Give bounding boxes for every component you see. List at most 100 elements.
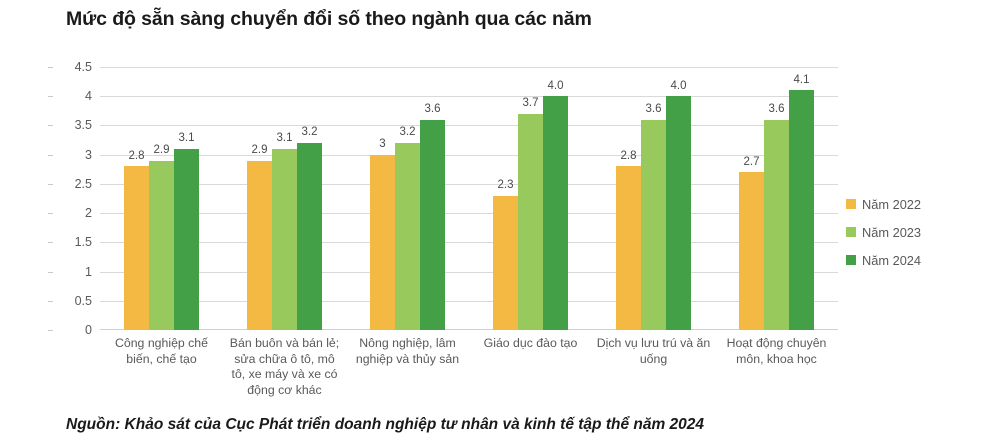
y-axis-tick-label: 3.5 xyxy=(74,118,92,133)
gridline xyxy=(100,154,838,156)
bar[interactable] xyxy=(370,154,395,330)
y-axis-tick-label: 1.5 xyxy=(74,235,92,250)
legend-swatch-icon xyxy=(846,199,856,209)
bar-slot: 3.6 xyxy=(641,67,666,330)
bar[interactable] xyxy=(789,90,814,330)
y-axis-tickmark xyxy=(48,213,53,215)
y-axis-tick-label: 3 xyxy=(85,147,92,162)
bar-slot: 2.7 xyxy=(739,67,764,330)
gridline xyxy=(100,125,838,127)
bar-value-label: 2.7 xyxy=(743,155,760,168)
bar-value-label: 4.0 xyxy=(670,79,687,92)
legend-label: Năm 2023 xyxy=(862,224,922,240)
bar[interactable] xyxy=(543,96,568,330)
bar-value-label: 3.1 xyxy=(276,132,293,145)
bar-slot: 2.8 xyxy=(616,67,641,330)
axis-baseline xyxy=(100,329,838,330)
bar[interactable] xyxy=(395,142,420,330)
y-axis-tick-label: 1 xyxy=(85,264,92,279)
legend-label: Năm 2024 xyxy=(862,252,922,268)
bar[interactable] xyxy=(174,148,199,330)
bar-slot: 4.1 xyxy=(789,67,814,330)
bar[interactable] xyxy=(149,160,174,330)
bar-group-bars: 2.8 2.9 3.1 xyxy=(100,67,223,330)
y-axis-tick-label: 4.5 xyxy=(74,59,92,74)
bar-value-label: 3.6 xyxy=(424,103,441,116)
y-axis-tick-label: 2.5 xyxy=(74,176,92,191)
gridline xyxy=(100,213,838,215)
bar-value-label: 4.1 xyxy=(793,73,810,86)
bar[interactable] xyxy=(493,195,518,330)
bar-group-bars: 2.8 3.6 4.0 xyxy=(592,67,715,330)
bar-value-label: 2.8 xyxy=(128,149,145,162)
x-axis-category-label: Bán buôn và bán lẻ; sửa chữa ô tô, mô tô… xyxy=(229,336,340,397)
bar-value-label: 2.8 xyxy=(620,149,637,162)
bar[interactable] xyxy=(616,166,641,330)
bar-group: 2.7 3.6 4.1 xyxy=(715,67,838,330)
legend-item[interactable]: Năm 2022 xyxy=(846,190,976,218)
legend-item[interactable]: Năm 2023 xyxy=(846,218,976,246)
bar[interactable] xyxy=(247,160,272,330)
x-axis-category-label: Công nghiệp chế biến, chế tạo xyxy=(115,336,208,366)
bar-value-label: 3.6 xyxy=(645,103,662,116)
y-axis-tickmark xyxy=(48,183,53,185)
bar[interactable] xyxy=(666,96,691,330)
x-axis-category-labels: Công nghiệp chế biến, chế tạo Bán buôn và… xyxy=(100,336,838,398)
x-axis-category-label: Nông nghiệp, lâm nghiệp và thủy sản xyxy=(355,336,460,366)
y-axis-tickmark xyxy=(48,300,53,302)
bar-value-label: 3.1 xyxy=(178,132,195,145)
y-axis-tickmark xyxy=(48,242,53,244)
bar-value-label: 3.7 xyxy=(522,97,539,110)
bar-slot: 3.6 xyxy=(420,67,445,330)
bar-group: 2.8 2.9 3.1 xyxy=(100,67,223,330)
bar-group: 2.8 3.6 4.0 xyxy=(592,67,715,330)
y-axis-tick-label: 2 xyxy=(85,205,92,220)
bar-slot: 3.2 xyxy=(297,67,322,330)
bar-group-bars: 2.7 3.6 4.1 xyxy=(715,67,838,330)
bar-slot: 3.2 xyxy=(395,67,420,330)
bar-value-label: 2.9 xyxy=(153,144,170,157)
source-note: Nguồn: Khảo sát của Cục Phát triển doanh… xyxy=(66,416,705,433)
bar-slot: 2.9 xyxy=(247,67,272,330)
y-axis-tickmark xyxy=(48,330,53,331)
bar[interactable] xyxy=(641,119,666,330)
bar-groups: 2.8 2.9 3.1 2.9 3.1 3.2 3 3.2 3.6 2.3 3.7 4.0 2.8 3.6… xyxy=(100,67,838,330)
legend-swatch-icon xyxy=(846,227,856,237)
bar-value-label: 2.9 xyxy=(251,144,268,157)
bar-group: 2.9 3.1 3.2 xyxy=(223,67,346,330)
y-axis-tickmark xyxy=(48,96,53,98)
bar-group-bars: 3 3.2 3.6 xyxy=(346,67,469,330)
bar[interactable] xyxy=(739,172,764,330)
x-axis-category-label: Dịch vụ lưu trú và ăn uống xyxy=(596,336,711,366)
bar[interactable] xyxy=(272,148,297,330)
bar-slot: 3.1 xyxy=(272,67,297,330)
bar[interactable] xyxy=(518,113,543,330)
bar[interactable] xyxy=(297,142,322,330)
legend-swatch-icon xyxy=(846,255,856,265)
bar-group-bars: 2.3 3.7 4.0 xyxy=(469,67,592,330)
gridline xyxy=(100,96,838,98)
bar[interactable] xyxy=(420,119,445,330)
bar-slot: 4.0 xyxy=(666,67,691,330)
y-axis-tickmark xyxy=(48,67,53,68)
y-axis-tick-label: 0.5 xyxy=(74,293,92,308)
bar[interactable] xyxy=(764,119,789,330)
gridline xyxy=(100,300,838,302)
bar-value-label: 4.0 xyxy=(547,79,564,92)
bar-slot: 2.9 xyxy=(149,67,174,330)
gridline xyxy=(100,242,838,244)
bar-group-bars: 2.9 3.1 3.2 xyxy=(223,67,346,330)
y-axis: 4.5 4 3.5 3 2.5 2 1.5 1 0.5 0 xyxy=(48,61,92,336)
bar-group: 3 3.2 3.6 xyxy=(346,67,469,330)
legend-label: Năm 2022 xyxy=(862,196,922,212)
bar-slot: 4.0 xyxy=(543,67,568,330)
legend-item[interactable]: Năm 2024 xyxy=(846,246,976,274)
y-axis-tick-label: 4 xyxy=(85,88,92,103)
y-axis-tick-label: 0 xyxy=(85,322,92,337)
chart-title: Mức độ sẵn sàng chuyển đổi số theo ngành… xyxy=(66,8,592,30)
bar-value-label: 3.6 xyxy=(768,103,785,116)
bar-value-label: 3.2 xyxy=(301,126,318,139)
chart-legend: Năm 2022 Năm 2023 Năm 2024 xyxy=(846,190,976,274)
gridline xyxy=(100,271,838,273)
bar[interactable] xyxy=(124,166,149,330)
